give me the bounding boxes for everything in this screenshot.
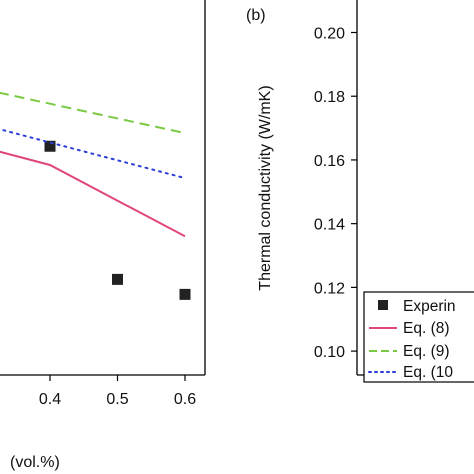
- y-tick-label: 0.20: [314, 25, 345, 42]
- y-tick-label: 0.18: [314, 89, 345, 106]
- y-tick-label: 0.16: [314, 153, 345, 170]
- y-tick-label: 0.12: [314, 280, 345, 297]
- panel-b-label: (b): [246, 7, 266, 24]
- panel-b-legend: Experin Eq. (8) Eq. (9) Eq. (10: [363, 291, 474, 383]
- legend-eq8-label: Eq. (8): [403, 320, 450, 337]
- y-tick-label: 0.10: [314, 344, 345, 361]
- panel-a-eq9-line: [0, 91, 186, 135]
- legend-eq10-label: Eq. (10: [403, 364, 453, 381]
- y-tick-label: 0.14: [314, 217, 345, 234]
- panel-b-y-axis-label: Thermal conductivity (W/mK): [257, 85, 274, 290]
- x-tick-label: 0.4: [39, 391, 61, 408]
- panel-a-experiment-point: [44, 140, 56, 152]
- legend-experiment-label: Experin: [403, 298, 456, 315]
- panel-a-x-axis-label: (vol.%): [10, 454, 60, 471]
- x-tick-label: 0.6: [174, 391, 196, 408]
- panel-a-plot-area: [0, 91, 191, 300]
- panel-b-ticks: 0.00.10.100.120.140.160.180.20: [314, 25, 357, 361]
- panel-b: (b) Thermal conductivity (W/mK) 0.00.10.…: [246, 0, 474, 383]
- x-tick-label: 0.5: [106, 391, 128, 408]
- panel-a: 0.4 0.5 0.6 (vol.%): [0, 0, 206, 471]
- legend-experiment-marker: [378, 300, 388, 310]
- panel-a-eq10-line: [0, 128, 186, 180]
- panel-a-x-ticks: 0.4 0.5 0.6: [39, 375, 196, 408]
- panel-a-experiment-point: [179, 288, 191, 300]
- panel-a-eq8-line: [0, 150, 186, 238]
- panel-a-experiment-point: [112, 273, 123, 285]
- legend-eq9-label: Eq. (9): [403, 343, 450, 360]
